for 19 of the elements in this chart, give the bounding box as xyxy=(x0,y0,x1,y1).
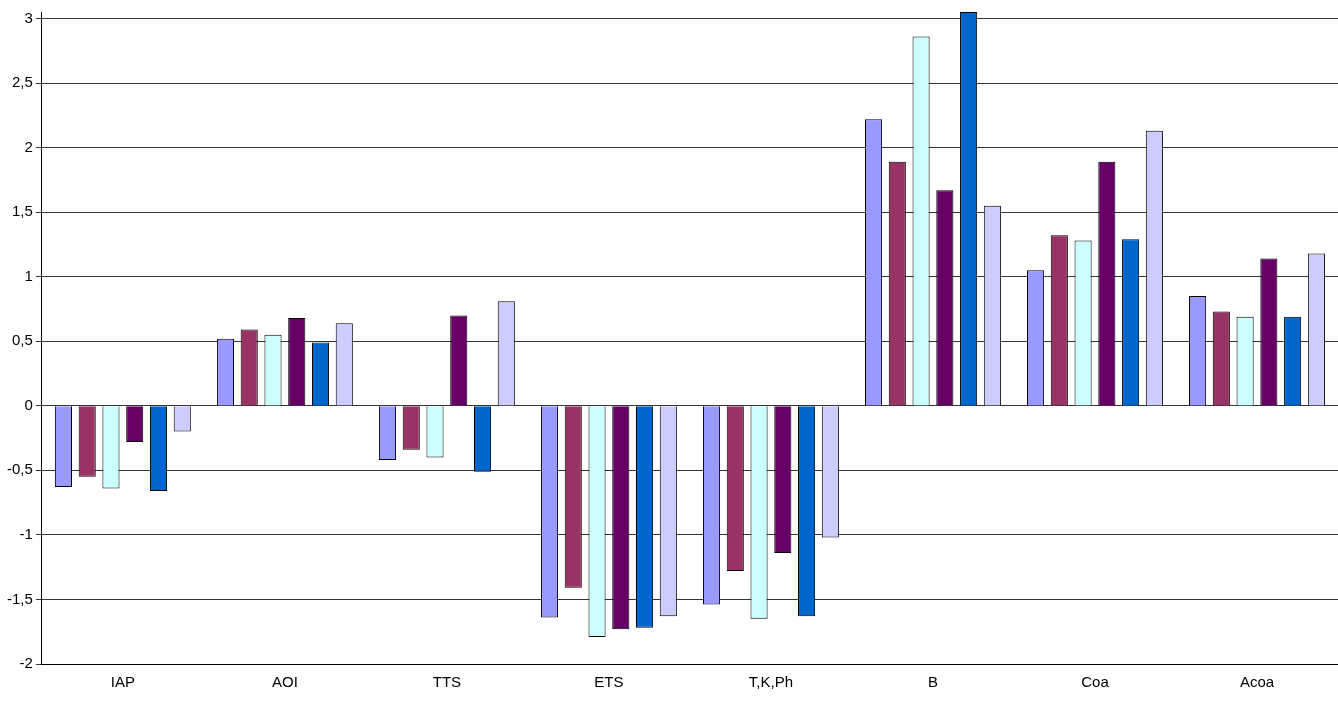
y-tick-label: -0,5 xyxy=(6,460,33,478)
x-tick-label: ETS xyxy=(594,673,624,691)
y-tick-label: -2 xyxy=(19,654,33,672)
y-tick-label: 3 xyxy=(24,8,33,26)
x-tick-label: TTS xyxy=(432,673,462,691)
x-tick-label: AOI xyxy=(271,673,298,691)
y-tick-label: 0,5 xyxy=(11,331,33,349)
x-tick-label: Acoa xyxy=(1239,673,1275,691)
y-tick-label: -1 xyxy=(19,525,33,543)
x-tick-label: Coa xyxy=(1081,673,1110,691)
y-tick-label: 0 xyxy=(24,395,33,413)
x-tick-label: B xyxy=(927,673,938,691)
y-tick-label: -1,5 xyxy=(6,589,33,607)
y-tick-label: 2 xyxy=(24,137,33,155)
y-tick-label: 2,5 xyxy=(11,73,33,91)
x-tick-label: IAP xyxy=(110,673,135,691)
y-tick-label: 1 xyxy=(24,266,33,284)
x-tick-label: T,K,Ph xyxy=(748,673,794,691)
y-tick-label: 1,5 xyxy=(11,202,33,220)
